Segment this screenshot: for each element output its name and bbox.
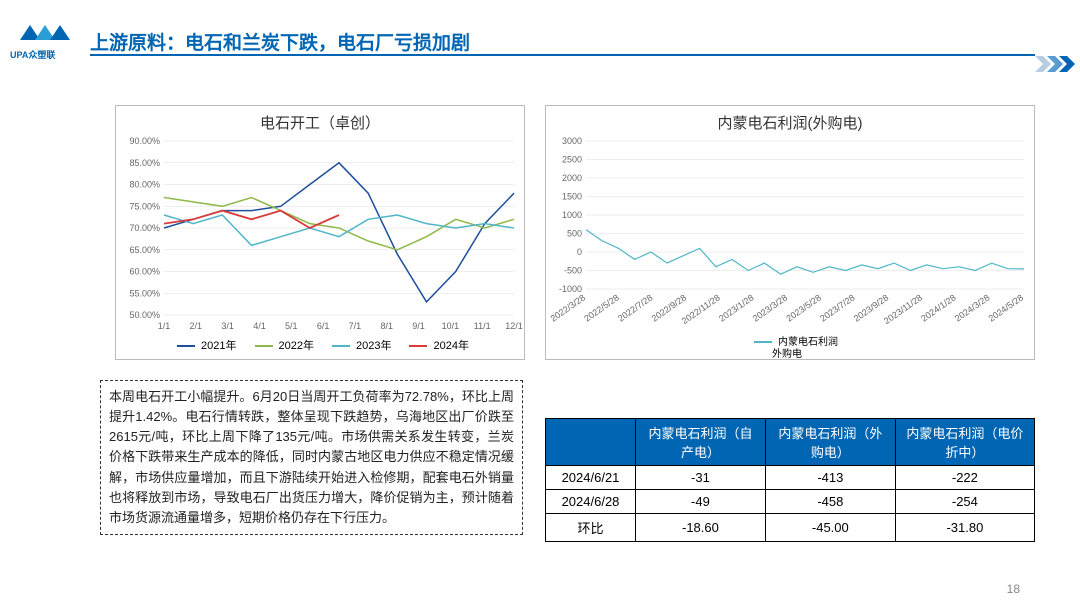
svg-text:70.00%: 70.00% xyxy=(129,223,160,233)
table-cell: -49 xyxy=(636,490,766,514)
table-cell: -458 xyxy=(765,490,895,514)
chart-right-canvas: -1000 -500 0 500 1000 1500 2000 2500 3000 2022/3/… xyxy=(546,135,1034,335)
svg-text:2022/5/28: 2022/5/28 xyxy=(582,292,621,323)
svg-text:2022/11/28: 2022/11/28 xyxy=(680,292,722,326)
chart-left: 电石开工（卓创） 50.00% 55.00% 60.00% 65.00% 70.00% 7… xyxy=(115,105,525,360)
table-cell: -31 xyxy=(636,466,766,490)
svg-text:2500: 2500 xyxy=(562,155,582,165)
legend-item: 2023年 xyxy=(326,340,391,352)
svg-text:8/1: 8/1 xyxy=(380,321,393,331)
table-cell: -254 xyxy=(895,490,1034,514)
chart-right-legend: 内蒙电石利润外购电 xyxy=(546,335,1034,365)
legend-item: 内蒙电石利润外购电 xyxy=(748,337,838,360)
svg-text:2000: 2000 xyxy=(562,173,582,183)
chart-right-title: 内蒙电石利润(外购电) xyxy=(546,106,1034,135)
table-row: 2024/6/28-49-458-254 xyxy=(546,490,1035,514)
svg-text:2024/1/28: 2024/1/28 xyxy=(919,292,958,323)
table-header-row: 内蒙电石利润（自产电）内蒙电石利润（外购电）内蒙电石利润（电价折中） xyxy=(546,419,1035,466)
svg-text:7/1: 7/1 xyxy=(349,321,362,331)
table-cell: 2024/6/28 xyxy=(546,490,636,514)
svg-text:60.00%: 60.00% xyxy=(129,267,160,277)
analysis-text: 本周电石开工小幅提升。6月20日当周开工负荷率为72.78%，环比上周提升1.4… xyxy=(100,380,523,535)
svg-text:6/1: 6/1 xyxy=(317,321,330,331)
table-header-cell: 内蒙电石利润（电价折中） xyxy=(895,419,1034,466)
svg-text:2023/3/28: 2023/3/28 xyxy=(751,292,790,323)
table-header-cell: 内蒙电石利润（自产电） xyxy=(636,419,766,466)
table-cell: -413 xyxy=(765,466,895,490)
svg-text:3000: 3000 xyxy=(562,136,582,146)
svg-text:500: 500 xyxy=(567,229,582,239)
table-header-cell xyxy=(546,419,636,466)
logo-text: UPA众塑联 xyxy=(10,48,55,61)
svg-text:2023/5/28: 2023/5/28 xyxy=(784,292,823,323)
svg-text:50.00%: 50.00% xyxy=(129,310,160,320)
svg-text:4/1: 4/1 xyxy=(253,321,266,331)
svg-text:3/1: 3/1 xyxy=(221,321,234,331)
svg-text:75.00%: 75.00% xyxy=(129,201,160,211)
table-cell: -45.00 xyxy=(765,514,895,542)
chart-left-title: 电石开工（卓创） xyxy=(116,106,524,135)
legend-item: 2021年 xyxy=(171,340,236,352)
chart-left-legend: 2021年 2022年 2023年 2024年 xyxy=(116,335,524,357)
svg-text:2022/3/28: 2022/3/28 xyxy=(549,292,588,323)
svg-text:1500: 1500 xyxy=(562,192,582,202)
svg-text:85.00%: 85.00% xyxy=(129,158,160,168)
svg-text:1/1: 1/1 xyxy=(158,321,171,331)
chart-right: 内蒙电石利润(外购电) -1000 -500 0 500 1000 1500 2000 250… xyxy=(545,105,1035,360)
svg-text:80.00%: 80.00% xyxy=(129,180,160,190)
svg-text:2023/11/28: 2023/11/28 xyxy=(882,292,924,326)
svg-text:2024/5/28: 2024/5/28 xyxy=(987,292,1026,323)
svg-text:0: 0 xyxy=(577,247,582,257)
svg-text:9/1: 9/1 xyxy=(412,321,425,331)
profit-table: 内蒙电石利润（自产电）内蒙电石利润（外购电）内蒙电石利润（电价折中）2024/6… xyxy=(545,418,1035,542)
table-row: 2024/6/21-31-413-222 xyxy=(546,466,1035,490)
svg-text:11/1: 11/1 xyxy=(474,321,491,331)
table-cell: 环比 xyxy=(546,514,636,542)
svg-text:2/1: 2/1 xyxy=(190,321,203,331)
svg-text:2024/3/28: 2024/3/28 xyxy=(953,292,992,323)
table-row: 环比-18.60-45.00-31.80 xyxy=(546,514,1035,542)
chart-left-canvas: 50.00% 55.00% 60.00% 65.00% 70.00% 75.00% 80.0… xyxy=(116,135,524,335)
svg-text:65.00%: 65.00% xyxy=(129,245,160,255)
svg-text:12/1: 12/1 xyxy=(505,321,523,331)
svg-text:90.00%: 90.00% xyxy=(129,136,160,146)
table-cell: -222 xyxy=(895,466,1034,490)
page-number: 18 xyxy=(1007,582,1020,596)
svg-text:2023/7/28: 2023/7/28 xyxy=(818,292,857,323)
page-title: 上游原料：电石和兰炭下跌，电石厂亏损加剧 xyxy=(90,33,470,54)
svg-text:2022/7/28: 2022/7/28 xyxy=(616,292,655,323)
title-bar: 上游原料：电石和兰炭下跌，电石厂亏损加剧 xyxy=(90,28,1035,56)
svg-text:55.00%: 55.00% xyxy=(129,288,160,298)
table-cell: -18.60 xyxy=(636,514,766,542)
svg-text:10/1: 10/1 xyxy=(442,321,460,331)
svg-text:1000: 1000 xyxy=(562,210,582,220)
table-cell: 2024/6/21 xyxy=(546,466,636,490)
svg-text:5/1: 5/1 xyxy=(285,321,298,331)
svg-text:-500: -500 xyxy=(564,266,582,276)
svg-text:2023/1/28: 2023/1/28 xyxy=(717,292,756,323)
legend-item: 2022年 xyxy=(249,340,314,352)
table-header-cell: 内蒙电石利润（外购电） xyxy=(765,419,895,466)
table-cell: -31.80 xyxy=(895,514,1034,542)
legend-item: 2024年 xyxy=(403,340,468,352)
analysis-text-content: 本周电石开工小幅提升。6月20日当周开工负荷率为72.78%，环比上周提升1.4… xyxy=(109,389,514,525)
chevron-decoration xyxy=(1035,56,1080,72)
svg-text:-1000: -1000 xyxy=(559,284,582,294)
